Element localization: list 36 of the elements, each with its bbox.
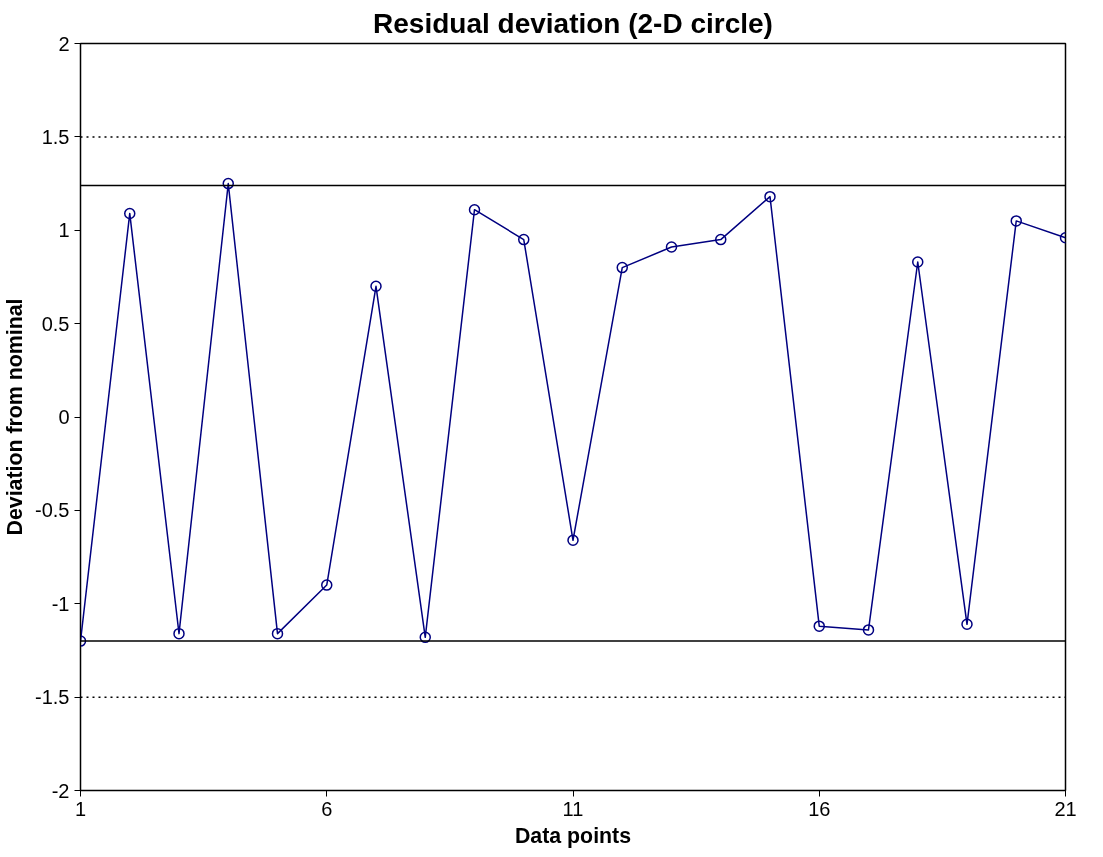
y-tick-label: 1.5 bbox=[41, 125, 70, 148]
point bbox=[419, 631, 431, 644]
x-tick-label: 6 bbox=[321, 797, 333, 820]
point bbox=[222, 177, 234, 190]
point bbox=[862, 624, 875, 636]
point bbox=[173, 627, 185, 640]
point bbox=[124, 207, 136, 220]
point bbox=[1010, 215, 1022, 227]
point bbox=[321, 579, 333, 591]
x-axis-title: Data points bbox=[514, 823, 632, 848]
point bbox=[567, 534, 579, 546]
y-tick-label: -1.5 bbox=[35, 686, 70, 709]
y-tick-label: 2 bbox=[58, 32, 70, 55]
point bbox=[616, 261, 628, 274]
y-tick-label: 0.5 bbox=[41, 312, 70, 335]
y-tick-label: 1 bbox=[58, 219, 70, 242]
point bbox=[665, 241, 678, 253]
x-tick-label: 21 bbox=[1054, 797, 1077, 820]
chart-title: Residual deviation (2-D circle) bbox=[373, 7, 773, 39]
point bbox=[370, 280, 382, 293]
point bbox=[961, 618, 973, 631]
x-tick-label: 1 bbox=[74, 797, 87, 820]
point bbox=[813, 620, 825, 632]
y-tick-label: 0 bbox=[58, 406, 70, 428]
point bbox=[764, 190, 776, 203]
point bbox=[715, 233, 727, 246]
y-axis-title: Deviation from nominal bbox=[3, 298, 28, 536]
y-tick-label: -1 bbox=[51, 592, 70, 615]
x-tick-label: 11 bbox=[562, 797, 584, 820]
point bbox=[271, 627, 284, 640]
x-tick-label: 16 bbox=[808, 797, 831, 820]
point bbox=[468, 203, 481, 216]
point bbox=[912, 256, 924, 268]
y-tick-label: -0.5 bbox=[35, 499, 70, 522]
y-tick-label: -2 bbox=[51, 779, 70, 802]
point bbox=[518, 233, 530, 246]
